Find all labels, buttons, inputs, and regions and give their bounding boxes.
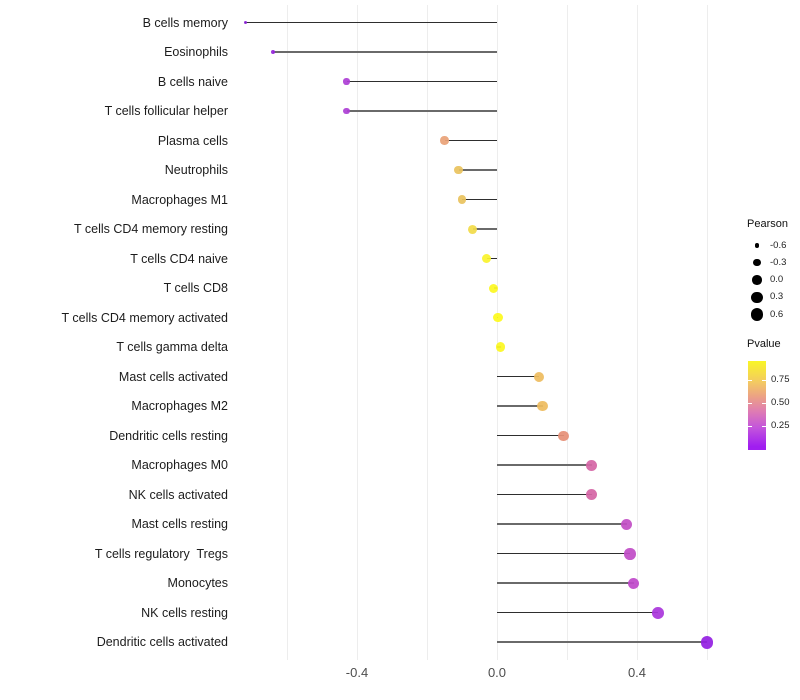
dot [481,254,492,264]
colorbar-tick [748,403,752,405]
stem-line [497,582,634,585]
stem-line [472,228,497,231]
dot [488,283,499,293]
dot [533,371,545,382]
gridline [356,5,358,660]
stem-line [497,464,592,467]
dot [457,195,467,204]
stem-line [497,641,707,644]
pvalue-colorbar [748,361,766,450]
colorbar-label: 0.50 [771,397,790,409]
stem-line [497,611,658,614]
row-label: T cells CD4 memory activated [61,310,229,325]
dot [440,136,449,145]
size-legend-label: -0.6 [770,239,787,251]
dot [620,518,633,531]
colorbar-tick [762,380,766,381]
gridline [496,5,498,660]
size-legend-label: 0.6 [770,308,784,320]
row-label: Plasma cells [157,133,228,148]
row-label: T cells regulatory Tregs [94,546,228,561]
size-legend-title: Pearson [747,218,788,230]
row-label: NK cells resting [141,605,228,620]
gridline [426,5,428,660]
stem-line [346,80,497,82]
dot [468,224,477,234]
row-label: T cells CD4 naive [130,251,228,266]
row-label: Monocytes [167,576,228,591]
stem-line [497,493,592,496]
dot [343,107,350,115]
stem-line [497,405,543,408]
x-tick-label: 0.0 [487,665,507,680]
size-legend-dot [754,243,760,248]
row-label: Dendritic cells resting [109,428,228,443]
row-label: T cells CD4 memory resting [74,222,228,237]
row-label: Neutrophils [164,163,228,178]
row-label: Macrophages M2 [131,399,228,414]
x-tick-label: -0.4 [345,665,369,680]
dot [243,21,247,24]
stem-line [346,110,497,113]
colorbar-tick [762,426,766,428]
dot [270,50,275,55]
dot [558,430,569,441]
color-legend-title: Pvalue [747,338,781,350]
dot [454,165,463,175]
row-label: T cells CD8 [163,281,228,296]
dot [652,606,664,619]
dot [586,489,597,501]
dot [700,636,714,649]
row-label: NK cells activated [128,487,228,502]
row-label: B cells naive [157,74,228,89]
dot [493,313,503,323]
row-label: T cells gamma delta [116,340,228,355]
dot [627,577,640,590]
stem-line [497,434,564,437]
colorbar-tick [762,403,766,405]
row-label: Eosinophils [164,45,228,60]
row-label: Dendritic cells activated [96,635,228,650]
dot [343,78,350,85]
row-label: Mast cells resting [131,517,228,532]
row-label: Macrophages M0 [131,458,228,473]
stem-line [462,198,497,200]
stem-line [486,257,497,260]
colorbar-label: 0.75 [771,374,790,385]
stem-line [245,21,497,23]
size-legend-label: -0.3 [770,256,787,268]
size-legend-dot [753,259,761,267]
row-label: T cells follicular helper [104,104,228,119]
size-legend-label: 0.3 [770,291,784,303]
stem-line [444,139,497,141]
stem-line [273,51,497,54]
stem-line [458,169,497,172]
size-legend-label: 0.0 [770,274,784,286]
gridline [566,5,568,660]
gridline [636,5,638,660]
stem-line [497,375,539,378]
dot [624,548,636,560]
x-tick-label: 0.4 [627,665,647,680]
row-label: Mast cells activated [118,369,228,384]
dot [537,401,548,412]
colorbar-tick [748,426,752,428]
gridline [286,5,288,660]
colorbar-label: 0.25 [771,420,790,432]
row-label: B cells memory [142,15,228,30]
dot [586,459,597,471]
size-legend-dot [752,275,762,285]
stem-line [497,523,627,526]
colorbar-tick [748,380,752,381]
size-legend-dot [750,308,764,321]
stem-line [497,552,630,555]
gridline [706,5,708,660]
row-label: Macrophages M1 [131,192,228,207]
size-legend-dot [751,291,763,303]
dot [495,342,506,352]
